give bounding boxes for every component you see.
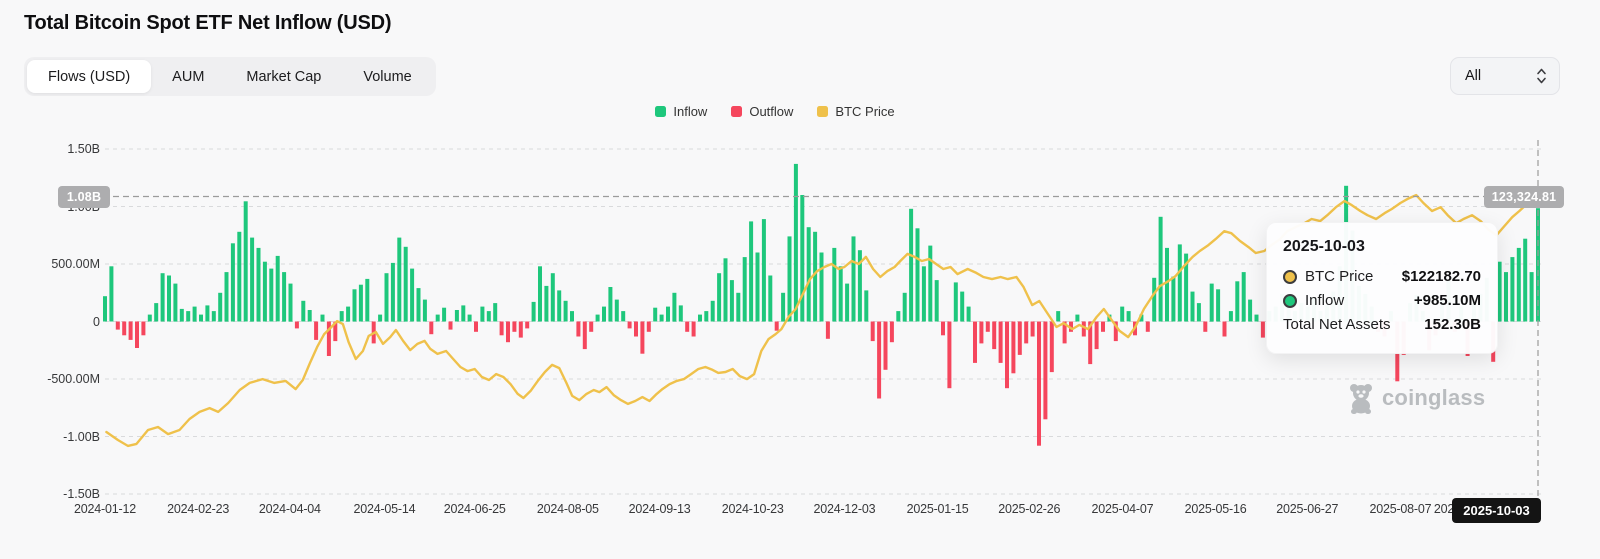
legend-swatch [655,106,667,117]
tab-market-cap[interactable]: Market Cap [246,68,322,85]
crosshair-date-badge: 2025-10-03 [1452,498,1541,523]
x-tick-label: 2025-06-27 [1276,502,1339,516]
legend-item-btc-price[interactable]: BTC Price [817,104,895,119]
range-select[interactable]: All [1450,57,1560,95]
x-tick-label: 2025-01-15 [906,502,969,516]
series-dot-icon [1283,269,1297,284]
tab-volume[interactable]: Volume [363,68,412,85]
series-dot-icon [1283,293,1297,308]
x-tick-label: 2024-02-23 [167,502,230,516]
tooltip-row-value: +985.10M [1413,292,1481,309]
legend-label: Inflow [673,104,708,119]
x-tick-label: 2024-08-05 [536,502,599,516]
tooltip-row-inflow: Inflow +985.10M [1283,292,1481,309]
x-tick-label: 2024-10-23 [721,502,784,516]
legend-swatch [731,106,743,117]
x-tick-label: 2024-04-04 [258,502,321,516]
coinglass-watermark: coinglass [1346,382,1485,414]
x-tick-label: 2025-02-26 [998,502,1061,516]
legend-label: Outflow [749,104,794,119]
y-tick-label: -500.00M [47,372,100,386]
tooltip-row-value: $122182.70 [1401,268,1481,285]
tab-flows-usd[interactable]: Flows (USD) [27,60,152,93]
tooltip-rows: BTC Price $122182.70 Inflow +985.10M Total N… [1283,268,1481,333]
tooltip-date: 2025-10-03 [1283,238,1365,255]
y-tick-label: -1.50B [63,487,100,501]
legend-label: BTC Price [835,104,895,119]
crosshair-price-value-badge: 123,324.81 [1484,186,1564,208]
x-tick-label: 2024-06-25 [443,502,506,516]
page-title: Total Bitcoin Spot ETF Net Inflow (USD) [24,12,392,34]
chart-legend: Inflow Outflow BTC Price [0,104,1550,119]
crosshair-flow-value-badge: 1.08B [58,186,110,208]
tab-aum[interactable]: AUM [172,68,205,85]
x-tick-label: 2025-05-16 [1184,502,1247,516]
y-tick-label: 1.50B [67,142,100,156]
legend-item-outflow[interactable]: Outflow [731,104,793,119]
x-tick-label: 2024-09-13 [628,502,691,516]
view-tabs: Flows (USD) AUM Market Cap Volume [24,57,436,96]
y-tick-label: 0 [93,314,100,329]
select-chevrons-icon [1537,68,1546,84]
tooltip-row-label: Total Net Assets [1283,316,1391,333]
x-tick-label: 2025-04-07 [1091,502,1154,516]
coinglass-bear-icon [1350,384,1372,414]
chart-tooltip: 2025-10-03 BTC Price $122182.70 Inflow +985… [1266,222,1498,354]
legend-swatch [817,106,829,117]
tooltip-row-total-net-assets: Total Net Assets 152.30B [1283,316,1481,333]
y-tick-label: 500.00M [51,257,100,271]
y-tick-label: -1.00B [63,429,100,444]
tooltip-row-label: Inflow [1305,292,1345,309]
legend-item-inflow[interactable]: Inflow [655,104,707,119]
x-tick-label: 2024-12-03 [813,502,876,516]
x-tick-label: 2024-05-14 [353,502,416,516]
tooltip-row-label: BTC Price [1305,268,1374,285]
x-tick-label: 2024-01-12 [74,502,136,516]
x-tick-label: 2025-08-07 [1369,502,1432,516]
tooltip-row-btc-price: BTC Price $122182.70 [1283,268,1481,285]
watermark-text: coinglass [1382,385,1486,410]
range-select-value: All [1465,68,1482,84]
tooltip-row-value: 152.30B [1424,316,1481,333]
